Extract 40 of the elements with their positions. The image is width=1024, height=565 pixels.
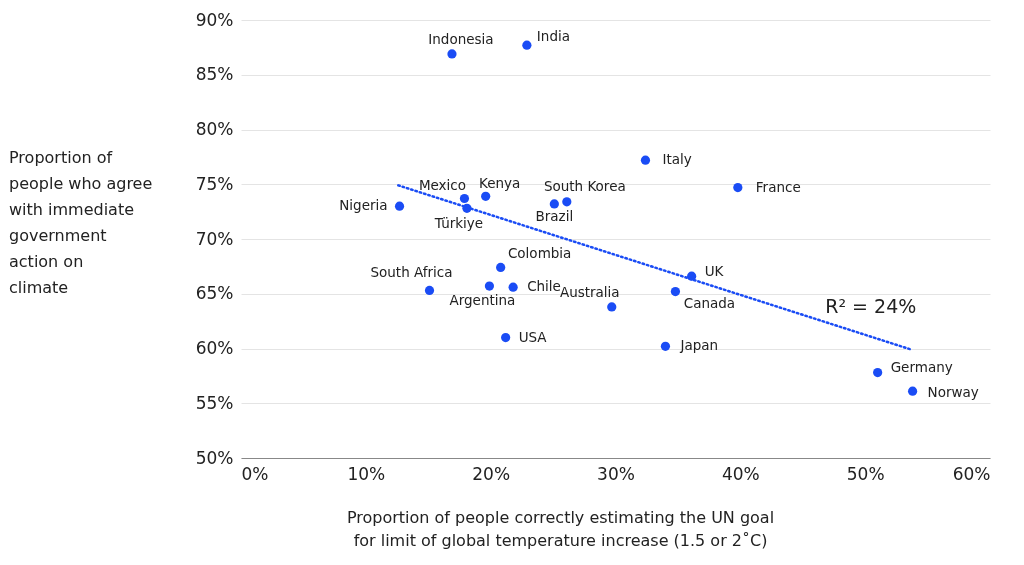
y-tick-label: 65% [195,283,234,304]
annotation: Indonesia [428,30,494,47]
annotation: France [755,178,801,195]
annotation: Norway [927,384,979,401]
y-tick-label: 90% [195,9,234,30]
annotation: Türkiye [433,215,484,232]
y-tick-label: 75% [195,173,234,194]
annotation: Australia [559,283,620,300]
annotation: Chile [527,278,561,295]
annotation: Mexico [418,177,467,194]
x-tick-label: 30% [597,463,635,484]
annotation: India [536,28,571,45]
annotation: Brazil [535,207,574,224]
y-tick-label: 50% [195,447,234,468]
x-tick-label: 10% [347,463,386,484]
annotation: Japan [679,337,719,354]
y-tick-label: 80% [195,119,234,139]
annotation: Canada [683,294,736,311]
annotation: Nigeria [339,197,388,214]
y-tick-label: 70% [195,228,234,249]
annotation: Germany [890,358,953,375]
annotation: South Korea [543,177,626,194]
x-axis-title: Proportion of people correctly estimating the UN goal for limit of global temperature increase (1.5 or 2˚C) [346,508,775,550]
annotation: Italy [662,151,692,168]
x-tick-label: 0% [241,463,269,484]
x-tick-label: 50% [846,463,885,484]
annotation: Argentina [449,292,516,309]
annotation: UK [704,263,725,280]
annotation: USA [518,328,548,345]
y-tick-label: 55% [195,392,234,413]
annotation: Kenya [479,175,521,192]
annotation: Colombia [507,245,572,262]
x-tick-label: 60% [952,463,991,484]
y-axis-title: Proportion of people who agree with immediate government action on climate [9,148,153,297]
annotation: South Africa [370,264,453,281]
y-tick-label: 85% [195,64,234,85]
annotation: R² = 24% [825,294,917,317]
y-tick-label: 60% [195,338,234,358]
x-tick-label: 20% [472,463,511,484]
x-tick-label: 40% [721,463,760,484]
